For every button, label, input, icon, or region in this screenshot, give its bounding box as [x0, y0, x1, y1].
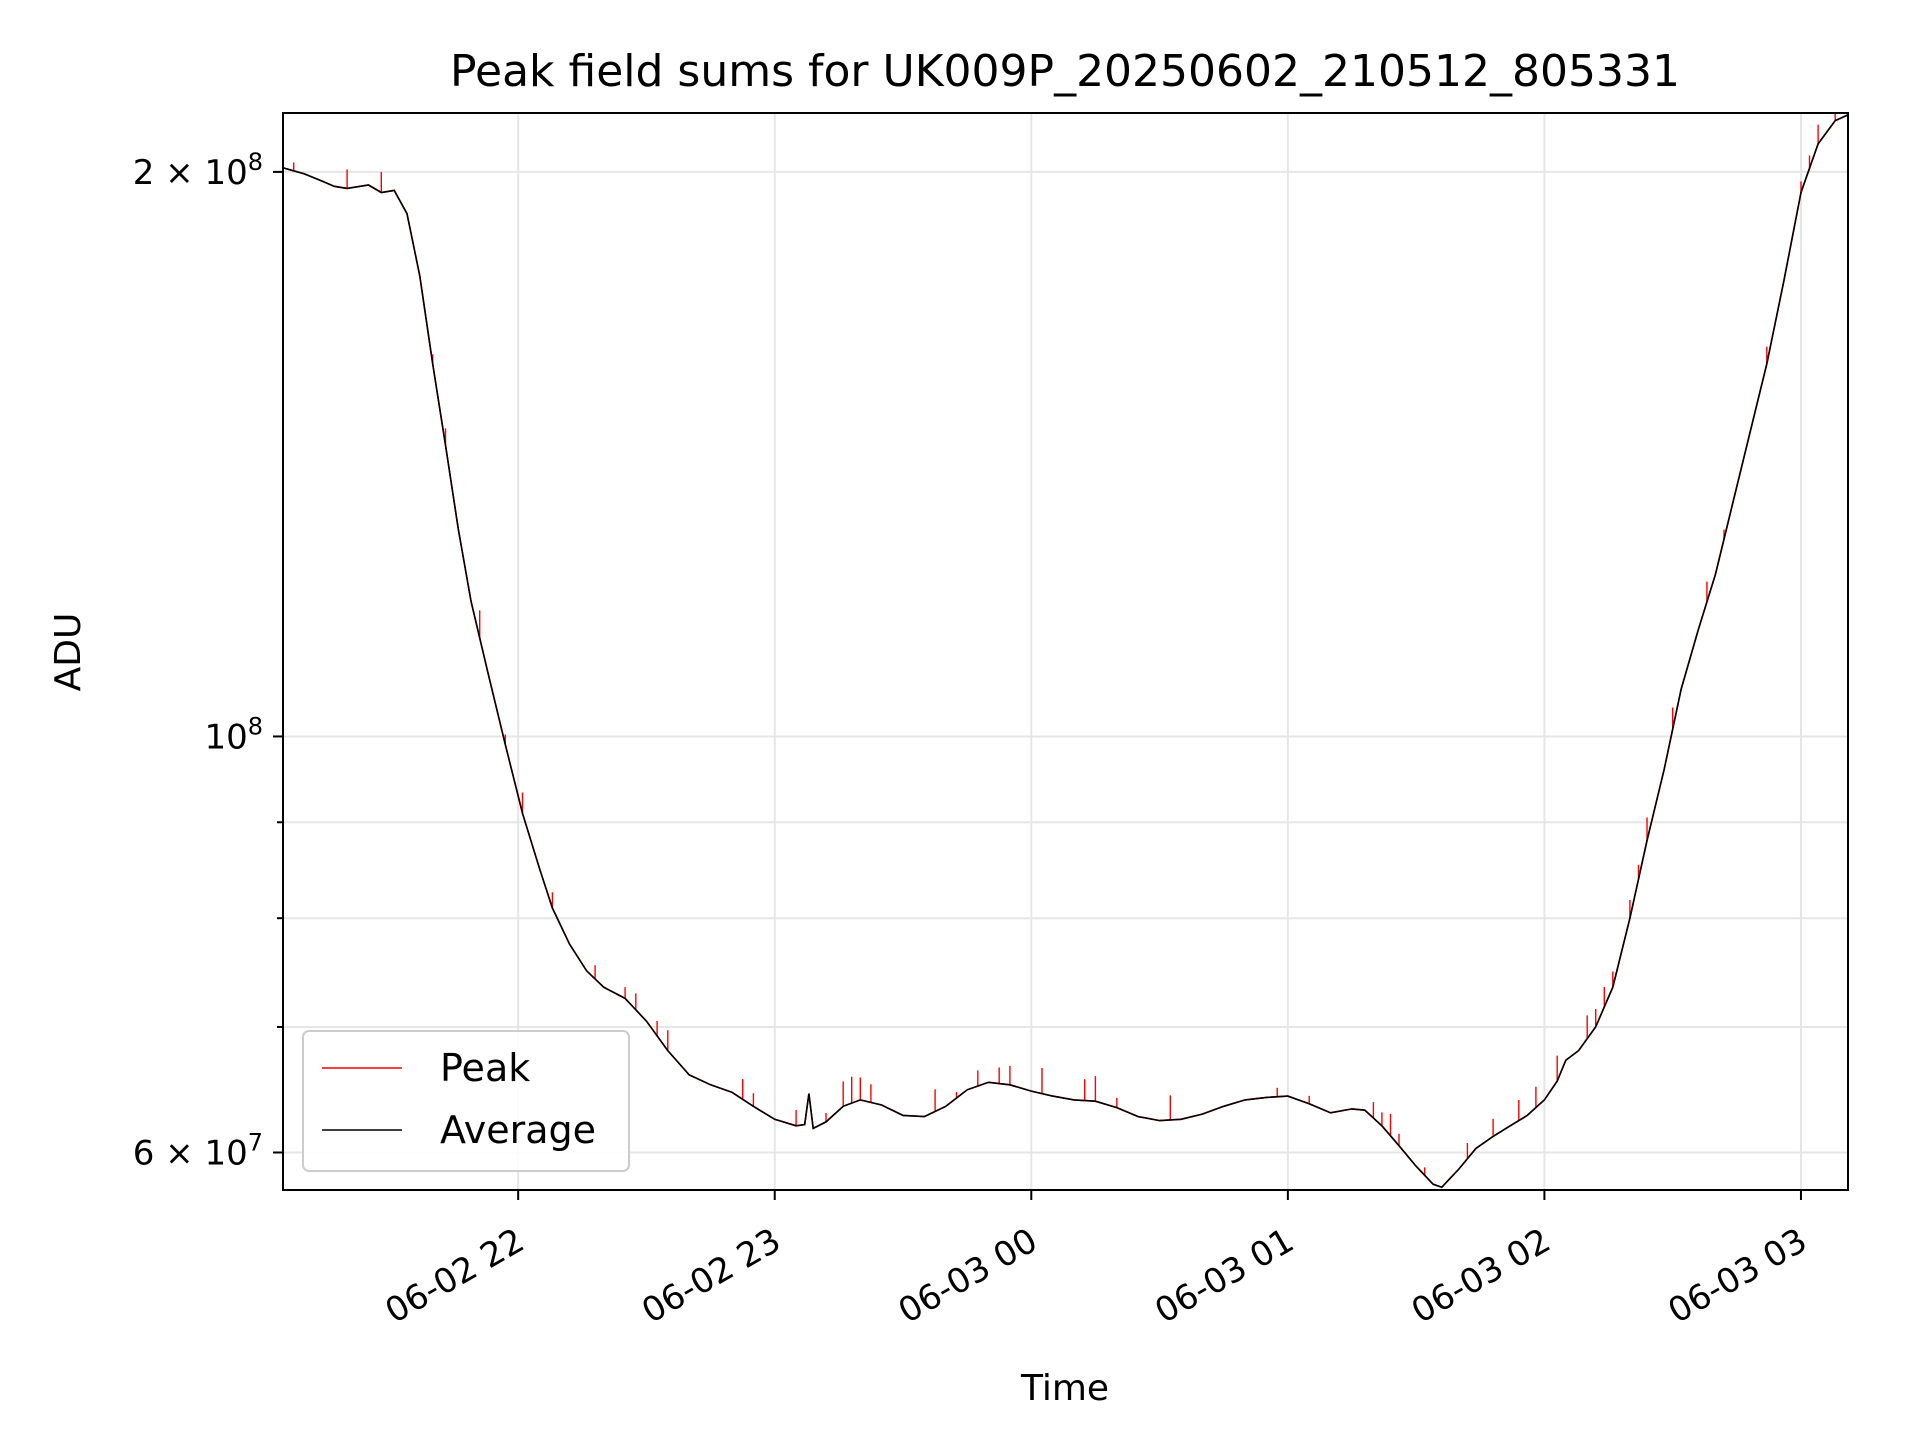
legend: Peak Average [302, 1030, 630, 1172]
y-axis: 6 × 107 108 2 × 108 [133, 148, 283, 1173]
x-axis-label: Time [1020, 1368, 1109, 1409]
y-axis-label: ADU [48, 613, 89, 692]
y-tick-label: 108 [204, 712, 263, 757]
plot-frame [282, 112, 1849, 1191]
y-tick-label: 6 × 107 [133, 1128, 263, 1173]
legend-label-peak: Peak [440, 1046, 530, 1090]
legend-label-average: Average [440, 1108, 596, 1152]
plot-area [283, 113, 1848, 1189]
y-tick-label: 2 × 108 [133, 148, 263, 193]
series-line-average [283, 114, 1848, 1189]
legend-box [302, 1030, 630, 1172]
chart-title: Peak field sums for UK009P_20250602_2105… [450, 46, 1680, 97]
